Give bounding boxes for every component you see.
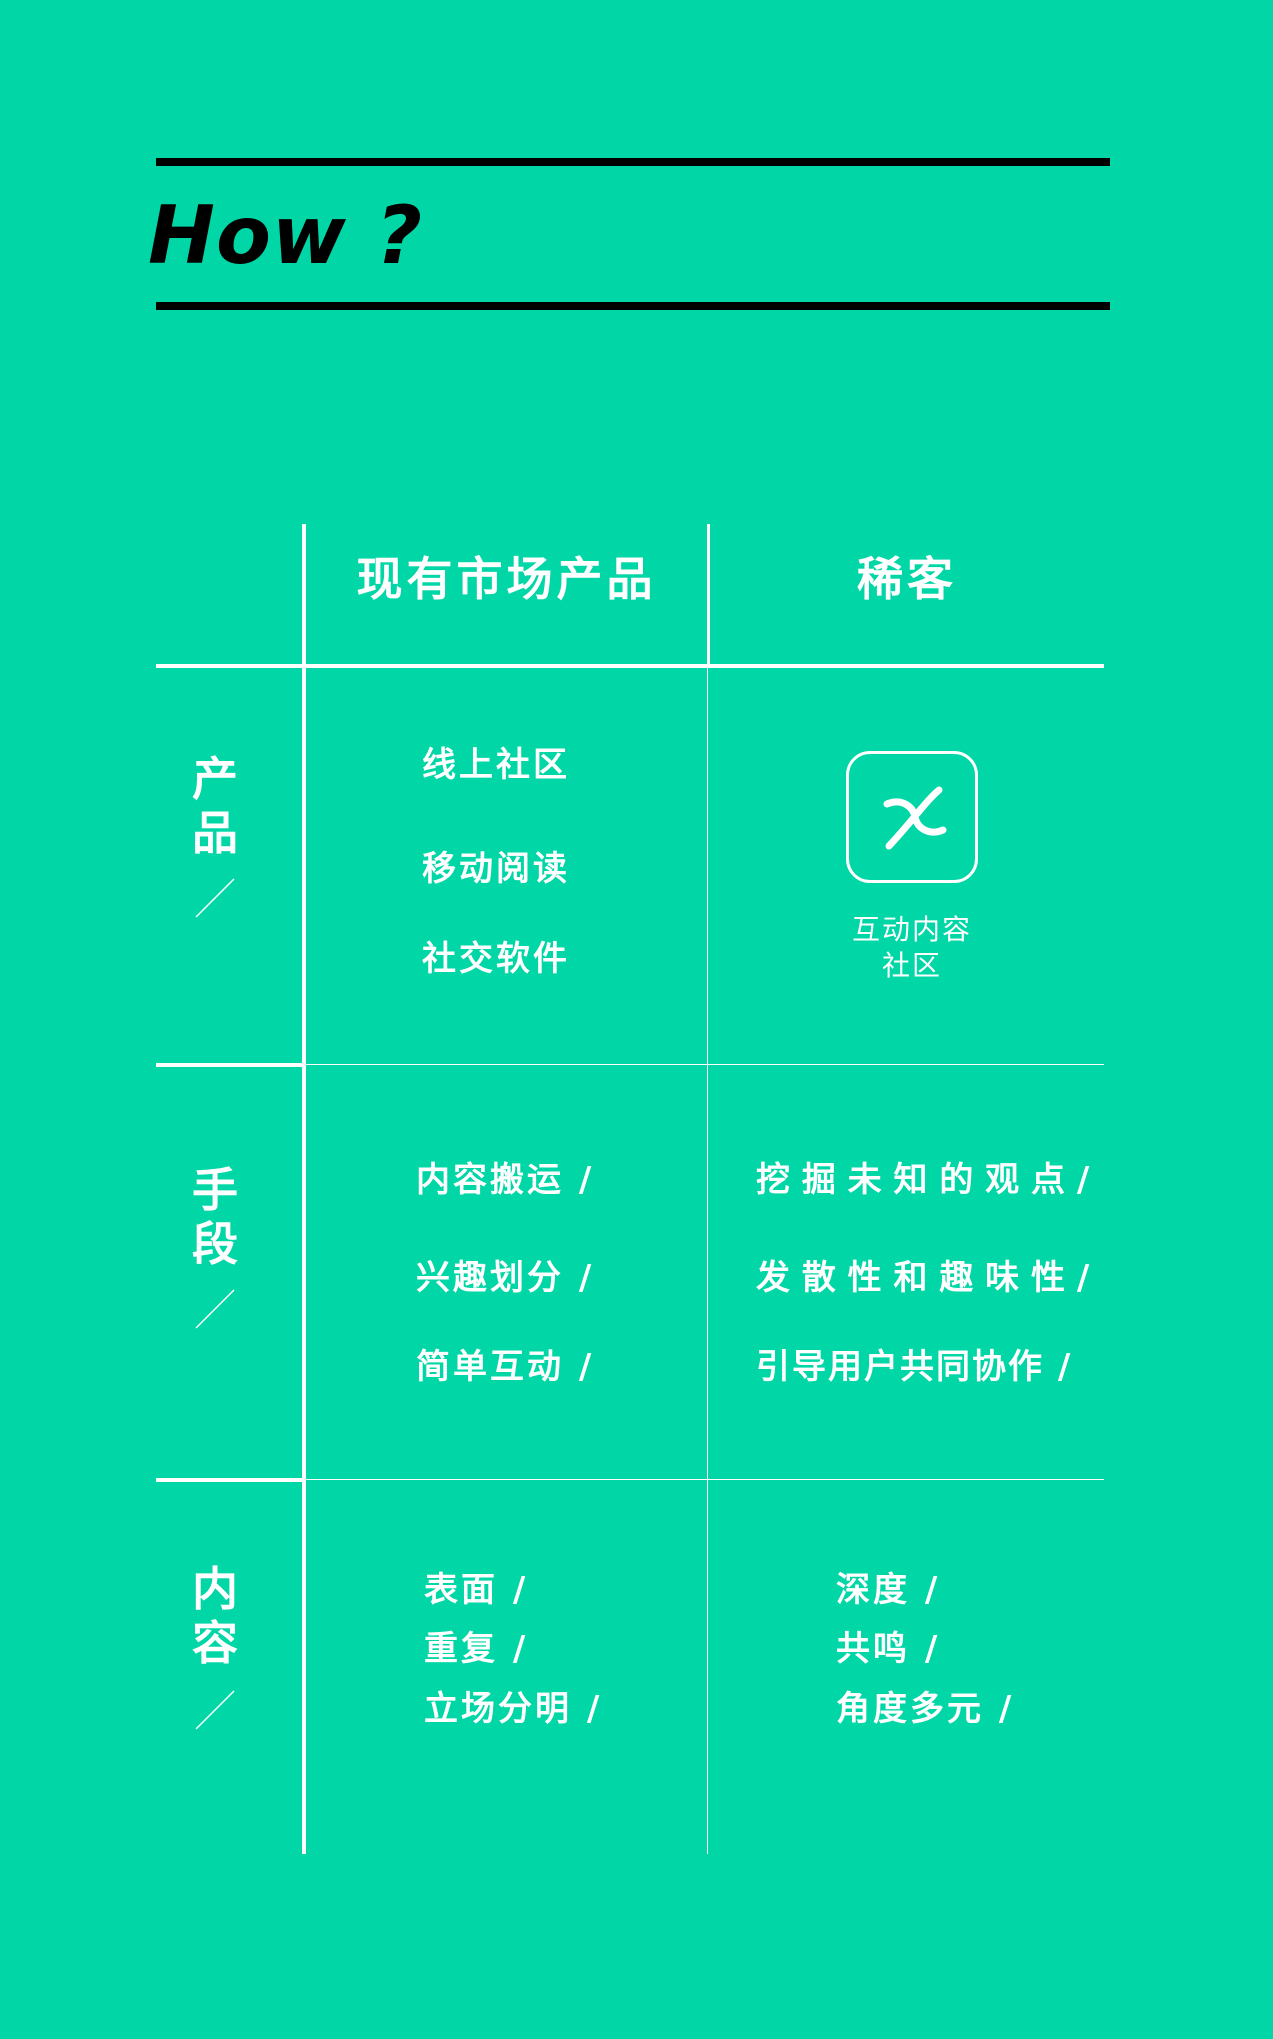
list-item: 角度多元 /	[836, 1689, 1015, 1729]
grid-vline-mid-lower	[707, 667, 708, 1854]
slash-divider-icon	[195, 1690, 235, 1730]
grid-hline-header	[156, 664, 1104, 668]
grid-hline-row1	[304, 1064, 1104, 1065]
grid-hline-row2	[304, 1479, 1104, 1480]
row-label-char: 手	[192, 1163, 238, 1217]
list-item: 深度 /	[836, 1570, 941, 1610]
caption-line: 互动内容	[851, 913, 972, 946]
list-item: 兴趣划分 /	[416, 1258, 595, 1298]
list-item: 挖 掘 未 知 的 观 点 /	[756, 1160, 1090, 1200]
grid-vline-mid	[707, 524, 710, 667]
list-item: 移动阅读	[422, 849, 570, 889]
grid-hline-row2-label	[156, 1478, 304, 1482]
grid-hline-row1-label	[156, 1063, 304, 1067]
row-label-char: 容	[192, 1616, 238, 1670]
row-label-char: 品	[192, 806, 238, 860]
slash-divider-icon	[195, 878, 235, 918]
list-item: 简单互动 /	[416, 1347, 595, 1387]
top-rule	[156, 158, 1110, 166]
slash-divider-icon	[195, 1289, 235, 1329]
page-title: How ?	[148, 189, 424, 282]
xike-logo-icon	[846, 751, 978, 883]
list-item: 共鸣 /	[836, 1629, 941, 1669]
row-label-char: 产	[192, 752, 238, 806]
list-item: 表面 /	[424, 1570, 529, 1610]
list-item: 线上社区	[422, 745, 570, 785]
list-item: 重复 /	[424, 1629, 529, 1669]
bottom-title-rule	[156, 302, 1110, 310]
column-header-xike: 稀客	[857, 552, 957, 606]
xike-caption: 互动内容 社区	[830, 912, 994, 984]
caption-line: 社区	[881, 949, 942, 982]
list-item: 立场分明 /	[424, 1689, 603, 1729]
xike-logo-glyph-icon	[883, 786, 947, 850]
list-item: 引导用户共同协作 /	[756, 1347, 1073, 1387]
row-label-content: 内 容	[185, 1562, 245, 1670]
list-item: 发 散 性 和 趣 味 性 /	[756, 1258, 1090, 1298]
row-label-char: 段	[192, 1217, 238, 1271]
list-item: 社交软件	[422, 939, 570, 979]
row-label-method: 手 段	[185, 1163, 245, 1271]
row-label-char: 内	[192, 1562, 238, 1616]
column-header-market: 现有市场产品	[356, 552, 657, 606]
grid-vline-left	[302, 524, 306, 1854]
row-label-product: 产 品	[185, 752, 245, 860]
list-item: 内容搬运 /	[416, 1160, 595, 1200]
